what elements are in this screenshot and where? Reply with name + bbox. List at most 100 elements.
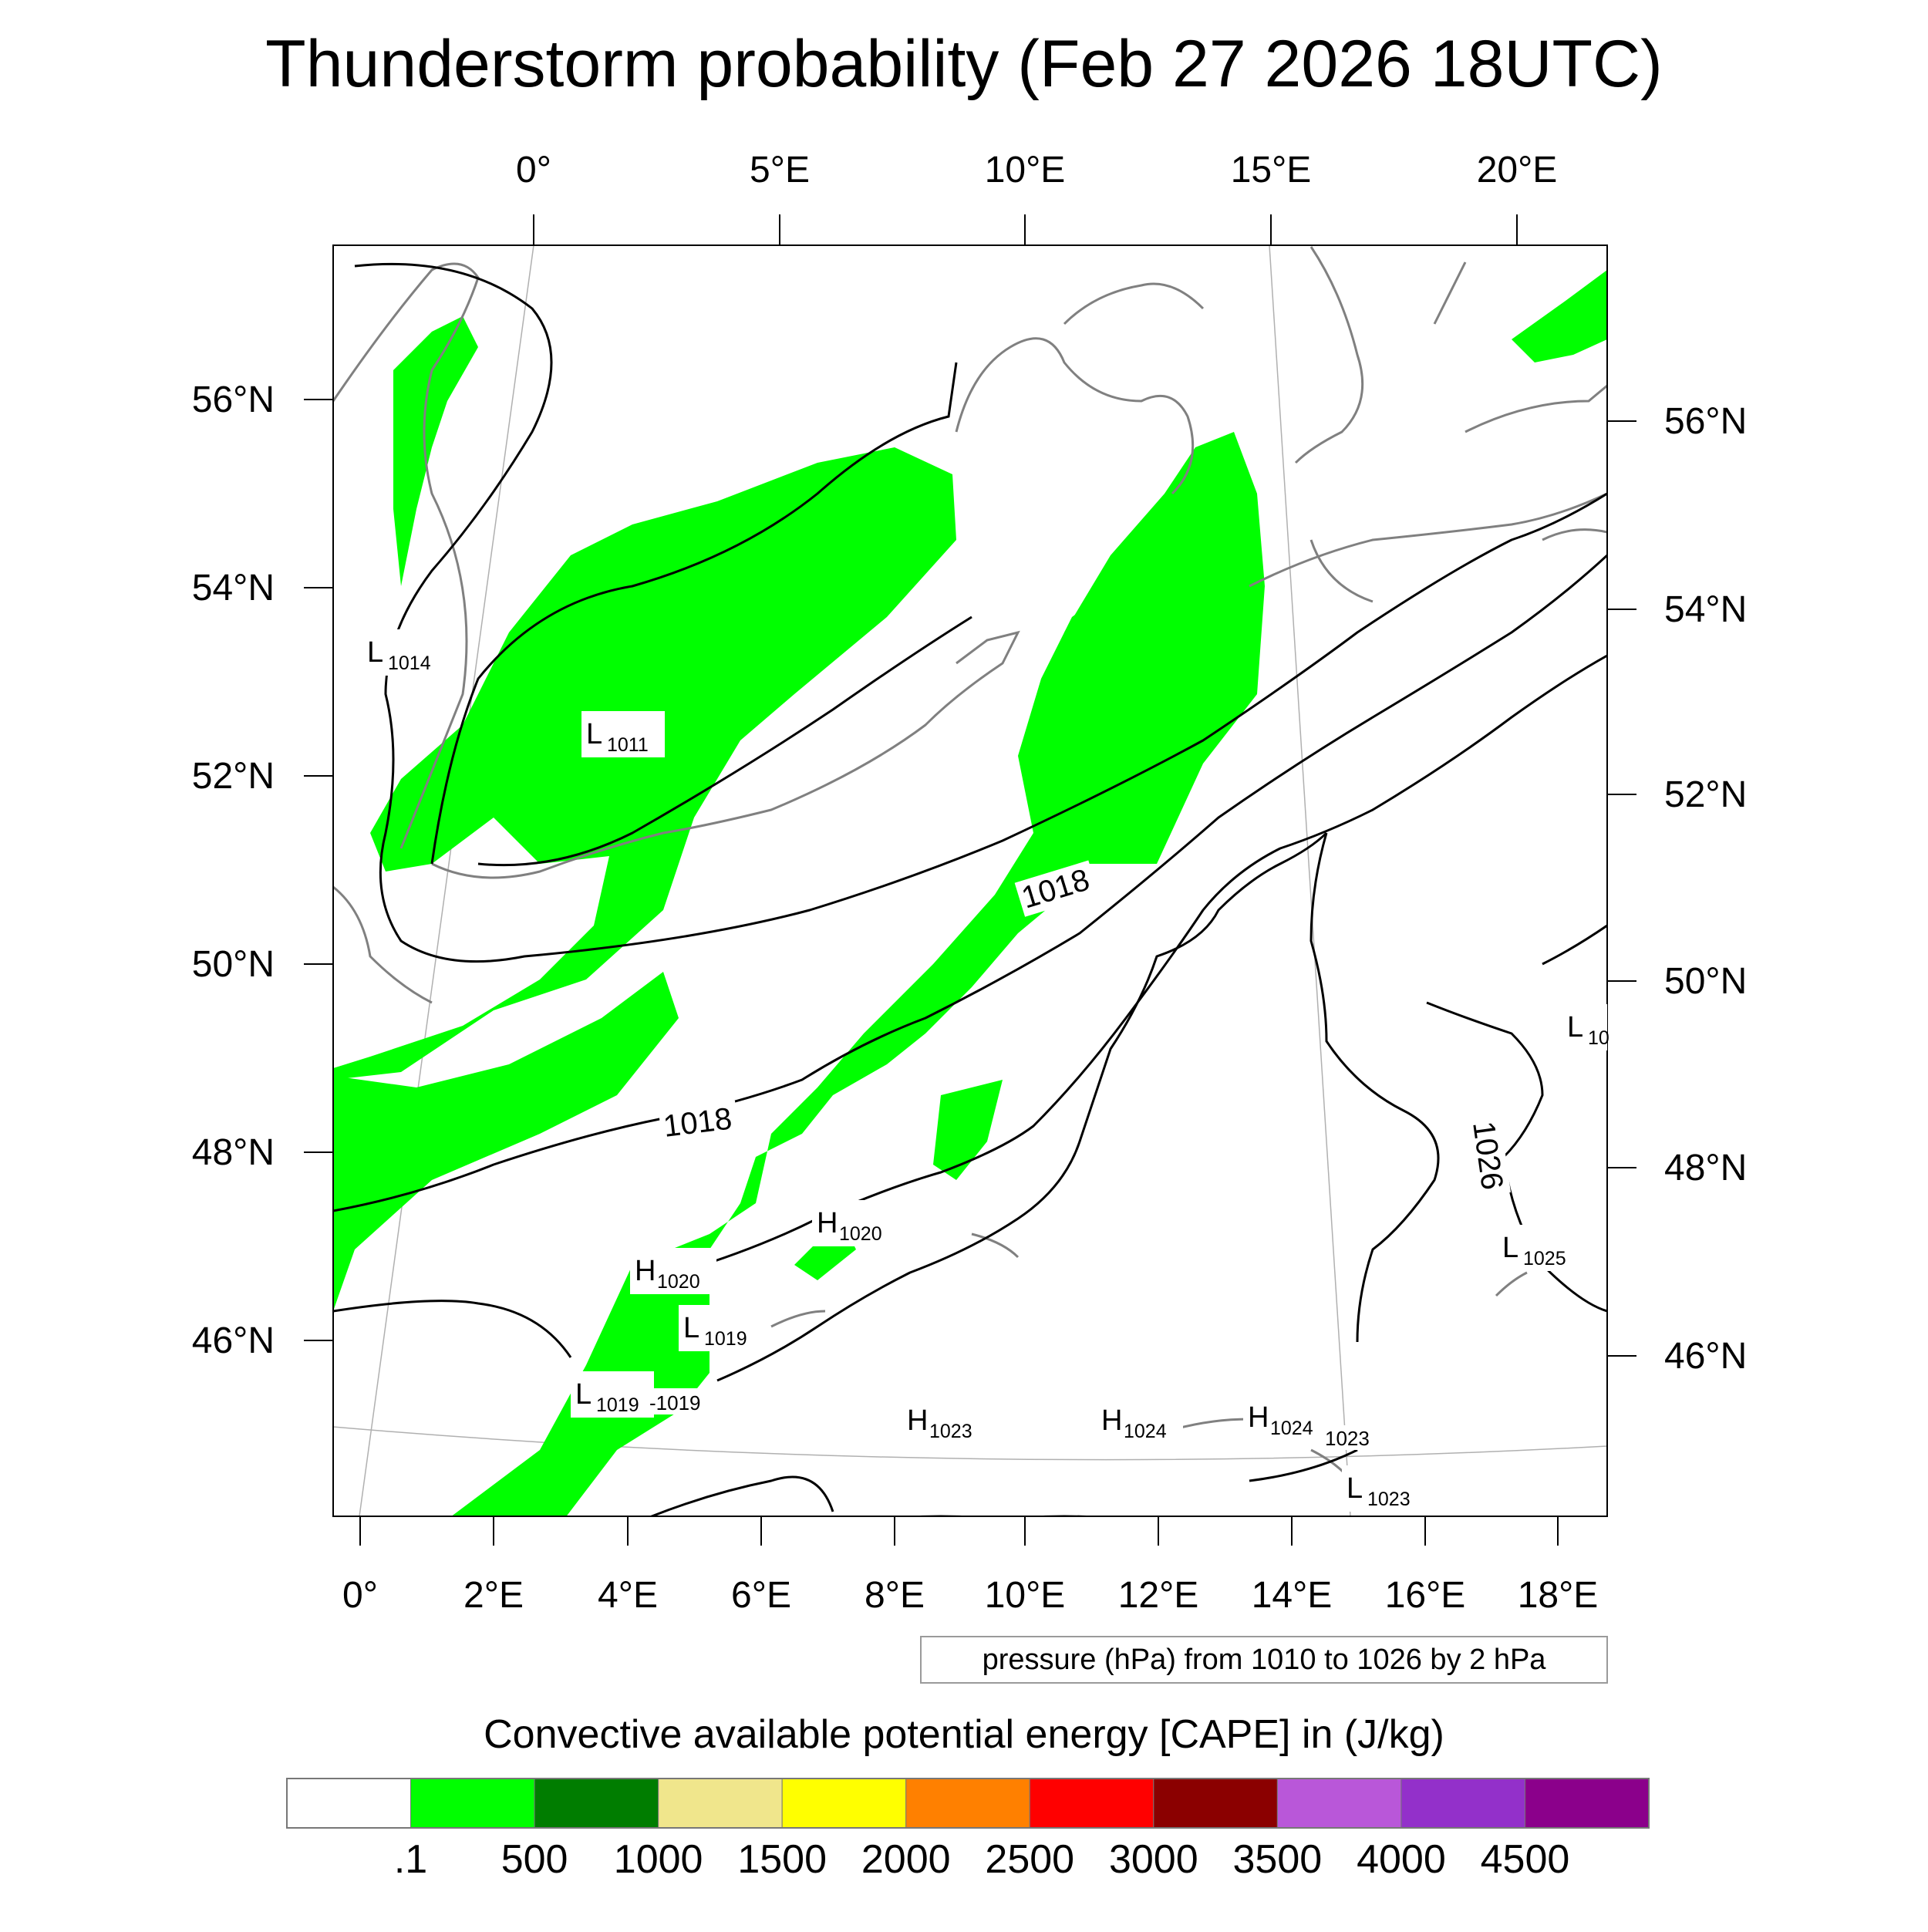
pressure-label: H 1024	[1097, 1398, 1183, 1444]
colorbar-label: 4500	[1481, 1837, 1570, 1882]
pressure-kind: H	[817, 1207, 838, 1239]
colorbar-swatch	[1400, 1778, 1525, 1829]
bottom-lon-label: 6°E	[731, 1575, 791, 1616]
contour-info-box	[920, 1636, 1608, 1684]
pressure-kind: L	[575, 1378, 592, 1411]
colorbar	[286, 1778, 1650, 1829]
bottom-lon-label: 10°E	[985, 1575, 1066, 1616]
left-lat-label: 52°N	[192, 756, 275, 797]
left-lat-label: 48°N	[192, 1132, 275, 1173]
pressure-value: 1011	[607, 734, 649, 756]
top-lon-label: 15°E	[1231, 150, 1312, 191]
bottom-lon-label: 0°	[342, 1575, 378, 1616]
pressure-value: 1020	[839, 1223, 882, 1245]
cape-region-north-sea-band	[333, 447, 956, 1080]
right-lat-labels: 56°N 54°N 52°N 50°N 48°N 46°N	[1664, 401, 1747, 1377]
pressure-value: 1025	[1523, 1248, 1566, 1269]
contour-label: 1023	[1325, 1427, 1370, 1450]
cape-region-alps-block	[632, 432, 1265, 1373]
pressure-kind: L	[586, 718, 602, 750]
right-lat-label: 54°N	[1664, 589, 1747, 630]
colorbar-swatch	[1276, 1778, 1402, 1829]
bottom-ticks	[359, 1516, 1559, 1546]
cape-region-baltic-ne	[1512, 270, 1607, 362]
left-lat-label: 54°N	[192, 568, 275, 609]
pressure-kind: L	[1347, 1472, 1363, 1505]
left-lat-labels: 56°N 54°N 52°N 50°N 48°N 46°N	[192, 379, 275, 1361]
bottom-lon-label: 18°E	[1518, 1575, 1599, 1616]
pressure-kind: H	[907, 1404, 928, 1437]
pressure-label: L 10	[1562, 1004, 1609, 1050]
pressure-label: L 1014	[362, 629, 446, 676]
pressure-value: 1024	[1270, 1418, 1313, 1439]
right-lat-label: 50°N	[1664, 961, 1747, 1002]
map-area	[333, 245, 1607, 1516]
contour-label: -1019	[649, 1391, 701, 1414]
left-lat-label: 50°N	[192, 944, 275, 985]
right-lat-label: 46°N	[1664, 1336, 1747, 1377]
pressure-kind: L	[683, 1312, 699, 1344]
pressure-value: 1023	[1367, 1489, 1411, 1510]
top-lon-label: 10°E	[985, 150, 1066, 191]
bottom-lon-label: 16°E	[1385, 1575, 1466, 1616]
contour-info: pressure (hPa) from 1010 to 1026 by 2 hP…	[983, 1644, 1547, 1676]
pressure-label: H 1020	[630, 1248, 716, 1294]
right-lat-label: 56°N	[1664, 401, 1747, 442]
top-ticks	[533, 214, 1518, 245]
colorbar-swatch	[1029, 1778, 1154, 1829]
pressure-label: L 1025	[1498, 1225, 1581, 1271]
bottom-lon-label: 8°E	[865, 1575, 925, 1616]
colorbar-swatch	[286, 1778, 412, 1829]
pressure-kind: L	[367, 636, 383, 669]
pressure-label: L 1011	[581, 711, 665, 757]
pressure-centers: L 1014 L 1011 H 1020 H 1020 L 1019 L 1019 H 102…	[362, 629, 1609, 1512]
bottom-lon-labels: 0° 2°E 4°E 6°E 8°E 10°E 12°E 14°E 16°E 1…	[342, 1575, 1598, 1616]
top-lon-labels: 0° 5°E 10°E 15°E 20°E	[516, 150, 1557, 191]
colorbar-label: 1500	[737, 1837, 827, 1882]
colorbar-label: 500	[501, 1837, 568, 1882]
colorbar-label: 2500	[985, 1837, 1074, 1882]
pressure-label: L 1023	[1342, 1465, 1425, 1512]
contour-label: 1018	[662, 1101, 734, 1144]
pressure-value: 1019	[596, 1394, 639, 1416]
map-title: Thunderstorm probability (Feb 27 2026 18…	[265, 27, 1663, 101]
cape-region-west-band	[333, 972, 679, 1311]
pressure-value: 1019	[704, 1328, 747, 1350]
colorbar-frame	[286, 1778, 1650, 1829]
bottom-lon-label: 12°E	[1118, 1575, 1199, 1616]
pressure-value: 1023	[929, 1421, 972, 1442]
colorbar-swatch	[410, 1778, 535, 1829]
colorbar-label: 3500	[1233, 1837, 1323, 1882]
bottom-lon-label: 2°E	[463, 1575, 524, 1616]
pressure-kind: L	[1502, 1232, 1518, 1264]
pressure-kind: H	[1248, 1401, 1269, 1434]
pressure-value: 10	[1588, 1027, 1609, 1049]
pressure-kind: L	[1567, 1011, 1583, 1044]
colorbar-swatch	[658, 1778, 783, 1829]
colorbar-label: 4000	[1357, 1837, 1446, 1882]
colorbar-label: .1	[394, 1837, 427, 1882]
cape-region-denmark-poland	[1057, 432, 1234, 679]
pressure-kind: H	[635, 1255, 656, 1287]
colorbar-labels: .1 500 1000 1500 2000 2500 3000 3500 4000 4500	[394, 1837, 1569, 1882]
pressure-value: 1024	[1124, 1421, 1167, 1442]
cape-region-bavaria	[933, 1080, 1003, 1180]
pressure-kind: H	[1101, 1404, 1122, 1437]
right-lat-label: 52°N	[1664, 774, 1747, 815]
pressure-value: 1014	[388, 652, 431, 674]
right-lat-label: 48°N	[1664, 1148, 1747, 1189]
colorbar-title: Convective available potential energy [C…	[484, 1712, 1444, 1757]
left-lat-label: 56°N	[192, 379, 275, 420]
colorbar-label: 1000	[614, 1837, 703, 1882]
pressure-value: 1020	[657, 1271, 700, 1293]
pressure-label: L 1019	[679, 1305, 762, 1351]
pressure-label: H 1024	[1243, 1394, 1330, 1441]
colorbar-label: 2000	[861, 1837, 951, 1882]
bottom-lon-label: 4°E	[598, 1575, 658, 1616]
left-ticks	[304, 399, 333, 1341]
cape-region-britain	[393, 316, 478, 586]
top-lon-label: 5°E	[750, 150, 810, 191]
colorbar-swatch	[1524, 1778, 1650, 1829]
